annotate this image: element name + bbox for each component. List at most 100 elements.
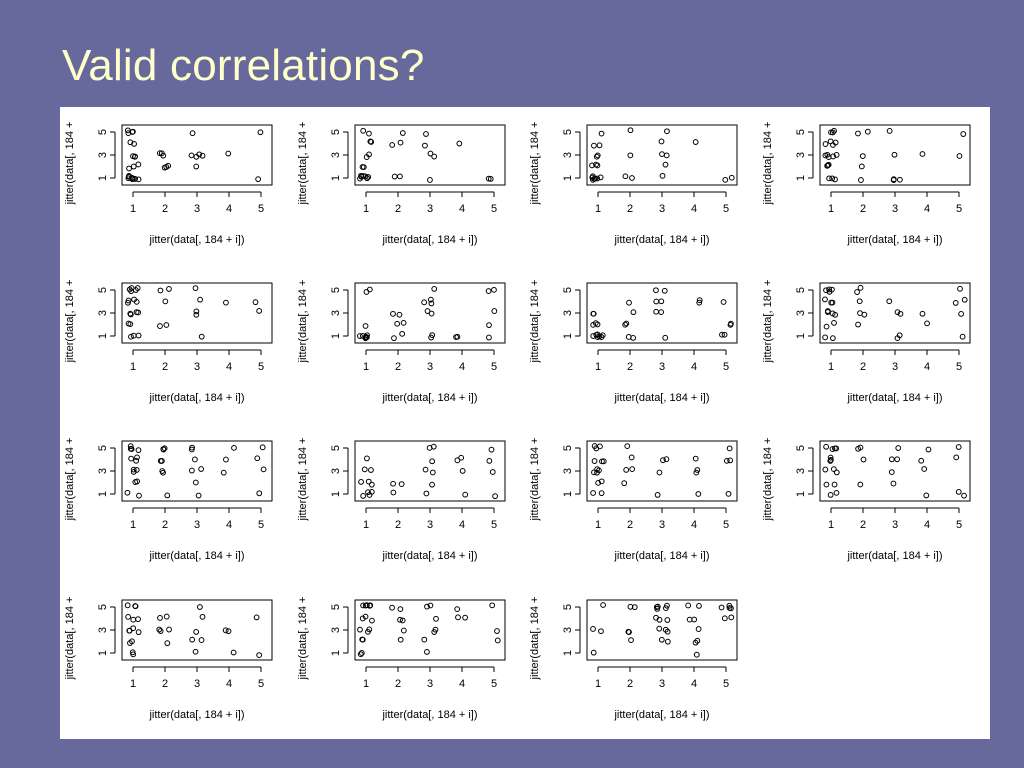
data-point bbox=[491, 308, 498, 314]
x-tick-label: 3 bbox=[194, 203, 200, 215]
panel-frame bbox=[586, 282, 738, 344]
data-point bbox=[166, 626, 172, 633]
data-point bbox=[625, 334, 632, 340]
x-tick-label: 4 bbox=[459, 361, 465, 373]
panel-frame bbox=[819, 440, 971, 502]
data-point bbox=[252, 299, 259, 306]
data-point bbox=[829, 175, 836, 182]
data-point bbox=[225, 150, 232, 157]
data-point bbox=[427, 602, 434, 609]
data-point bbox=[124, 127, 131, 134]
data-point bbox=[822, 296, 828, 303]
data-point bbox=[594, 466, 601, 473]
panel-frame bbox=[354, 282, 506, 344]
data-point bbox=[886, 298, 893, 305]
x-tick-label: 1 bbox=[130, 678, 136, 690]
data-point bbox=[955, 444, 962, 450]
data-point bbox=[662, 161, 669, 168]
y-tick-label: 3 bbox=[562, 468, 574, 474]
data-point bbox=[164, 640, 171, 647]
data-point bbox=[157, 287, 164, 294]
plot-panel: 1 2 3 4 5 1 3 5 jitter(data[, 184 + i]) jitter(da… bbox=[60, 107, 990, 739]
data-point bbox=[390, 480, 396, 487]
data-point bbox=[485, 175, 492, 182]
x-tick-label: 1 bbox=[363, 678, 369, 690]
y-tick-label: 3 bbox=[330, 468, 342, 474]
data-point bbox=[160, 469, 166, 476]
data-point bbox=[134, 285, 141, 291]
data-point bbox=[718, 604, 725, 611]
scatter-panel: 1 2 3 4 5 1 3 5 jitter(data[, 184 + i]) jitter(da… bbox=[64, 122, 273, 246]
x-tick-label: 2 bbox=[627, 519, 633, 531]
data-point bbox=[188, 467, 195, 474]
data-point bbox=[631, 604, 638, 611]
data-point bbox=[661, 287, 668, 294]
data-point bbox=[728, 614, 735, 621]
data-point bbox=[428, 310, 435, 317]
data-point bbox=[857, 284, 864, 291]
data-point bbox=[225, 628, 232, 635]
data-point bbox=[598, 628, 604, 635]
y-tick-label: 1 bbox=[562, 650, 574, 656]
y-tick-label: 3 bbox=[97, 310, 109, 316]
data-point bbox=[127, 311, 134, 318]
data-point bbox=[198, 466, 205, 472]
data-point bbox=[189, 130, 196, 137]
x-tick-label: 5 bbox=[723, 678, 729, 690]
data-point bbox=[598, 478, 605, 485]
data-point bbox=[399, 330, 406, 337]
data-point bbox=[831, 319, 837, 326]
data-point bbox=[594, 175, 601, 182]
scatter-panel: 1 2 3 4 5 1 3 5 jitter(data[, 184 + i]) jitter(da… bbox=[297, 597, 506, 721]
y-tick-label: 5 bbox=[795, 129, 807, 135]
data-point bbox=[958, 310, 965, 317]
data-point bbox=[158, 150, 165, 157]
data-point bbox=[423, 490, 430, 497]
data-point bbox=[663, 152, 670, 159]
x-tick-label: 3 bbox=[427, 361, 433, 373]
data-point bbox=[598, 490, 605, 497]
data-point bbox=[365, 489, 371, 496]
data-point bbox=[488, 446, 495, 453]
x-tick-label: 3 bbox=[659, 678, 665, 690]
data-point bbox=[693, 469, 700, 476]
data-point bbox=[486, 458, 493, 464]
data-point bbox=[727, 321, 734, 328]
data-point bbox=[433, 615, 439, 622]
x-tick-label: 3 bbox=[427, 678, 433, 690]
data-point bbox=[196, 151, 203, 158]
data-point bbox=[132, 153, 138, 160]
data-point bbox=[823, 323, 830, 330]
data-point bbox=[827, 454, 834, 461]
scatter-panel: 1 2 3 4 5 1 3 5 jitter(data[, 184 + i]) jitter(da… bbox=[529, 122, 738, 246]
data-point bbox=[854, 289, 860, 295]
data-point bbox=[132, 479, 139, 485]
y-tick-label: 5 bbox=[97, 129, 109, 135]
data-point bbox=[260, 466, 267, 473]
data-point bbox=[721, 615, 728, 622]
data-point bbox=[157, 323, 163, 329]
x-axis-title: jitter(data[, 184 + i]) bbox=[148, 709, 244, 721]
data-point bbox=[365, 478, 372, 485]
data-point bbox=[486, 334, 492, 341]
x-tick-label: 3 bbox=[659, 203, 665, 215]
data-point bbox=[955, 489, 962, 495]
data-point bbox=[462, 614, 468, 621]
data-point bbox=[691, 616, 698, 623]
x-axis-title: jitter(data[, 184 + i]) bbox=[381, 234, 477, 246]
data-point bbox=[368, 481, 375, 488]
y-tick-label: 5 bbox=[330, 604, 342, 610]
data-point bbox=[826, 288, 833, 295]
data-point bbox=[663, 456, 670, 463]
data-point bbox=[726, 445, 733, 452]
data-point bbox=[658, 309, 665, 316]
x-tick-label: 1 bbox=[828, 203, 834, 215]
data-point bbox=[188, 152, 195, 159]
data-point bbox=[828, 129, 834, 136]
y-axis-title: jitter(data[, 184 + bbox=[529, 438, 541, 522]
x-tick-label: 5 bbox=[956, 361, 962, 373]
y-tick-label: 5 bbox=[97, 445, 109, 451]
y-tick-label: 1 bbox=[795, 333, 807, 339]
data-point bbox=[594, 321, 601, 328]
x-tick-label: 5 bbox=[723, 519, 729, 531]
